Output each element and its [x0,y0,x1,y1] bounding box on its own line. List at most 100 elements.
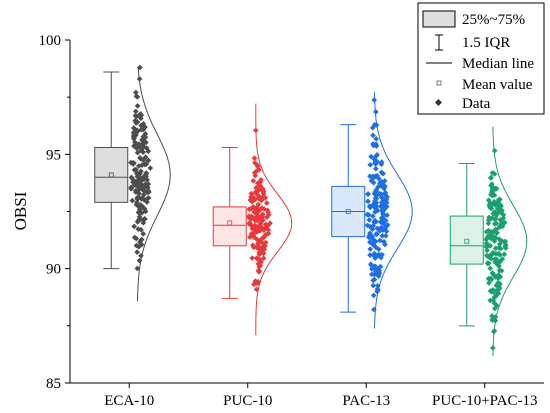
data-point [250,203,257,210]
data-point [259,213,265,219]
data-point [248,190,255,197]
data-point [251,169,258,176]
data-point [254,191,261,198]
data-point [370,213,376,220]
data-point [368,262,375,269]
data-point [140,126,147,133]
data-point [372,191,379,198]
data-point [502,238,509,245]
y-ticks: 85 90 95 100 [39,33,70,392]
data-point [494,200,501,207]
distribution-curve [255,103,293,336]
data-point [254,163,261,170]
data-point [379,207,386,213]
data-point [488,255,495,262]
data-point [372,160,378,166]
data-point [365,191,371,198]
y-tick-label: 90 [46,262,61,278]
box-group-pac-13 [331,92,413,329]
data-point [137,176,143,183]
x-tick-label: PUC-10+PAC-13 [432,393,537,409]
data-point [143,183,150,190]
data-point [368,153,374,160]
data-point [374,172,380,179]
legend: 25%~75% 1.5 IQR Median line Mean value D… [417,2,545,115]
data-point [141,176,147,183]
data-point [137,185,143,192]
data-point [377,237,383,244]
data-point [501,251,508,258]
data-point [495,290,502,297]
data-point [491,294,498,301]
data-point [371,97,378,103]
data-point [134,103,141,109]
data-point [142,161,148,168]
data-point [490,289,497,295]
legend-mean-symbol [436,80,442,86]
data-point [371,271,378,278]
data-point [249,255,256,261]
data-point [375,287,381,293]
legend-box-label: 25%~75% [462,12,525,28]
data-point [253,184,259,191]
data-point [367,246,374,252]
data-point [136,76,143,82]
y-tick-label: 100 [39,33,62,49]
mean-marker [227,220,233,226]
data-point [134,265,141,272]
data-point [253,286,260,293]
data-point [487,297,494,304]
data-point [489,345,496,351]
data-point [367,239,373,245]
data-point [370,179,377,186]
iqr-box [94,146,129,203]
data-point [379,195,386,202]
data-point [147,165,154,171]
data-point [255,268,262,275]
mean-marker [464,238,470,244]
data-point [131,135,137,142]
data-point [130,125,137,131]
data-point [371,306,377,313]
data-point [257,262,264,269]
data-point [145,148,152,155]
data-point [493,256,500,263]
data-point [252,127,259,134]
data-point [484,243,491,250]
data-point [265,209,271,216]
x-tick-label: PAC-13 [342,393,390,409]
data-point [135,217,142,224]
data-point [373,199,380,206]
data-point [250,233,257,239]
data-point [487,265,494,272]
data-point [370,292,377,299]
data-point [132,117,139,124]
data-point [131,223,138,230]
data-point [144,177,151,183]
data-point [137,155,143,161]
data-point [485,260,492,267]
data-point [132,108,139,115]
data-point [128,174,135,181]
legend-box-swatch [422,10,456,28]
data-point [142,138,148,145]
data-point [364,211,370,218]
data-point [382,189,389,196]
data-point [141,197,148,203]
data-point [493,282,500,289]
data-point [129,197,136,204]
data-point [143,170,149,176]
data-point [251,215,258,221]
data-point [381,216,388,223]
data-point [367,223,374,230]
data-point [377,263,384,270]
data-point [138,252,144,259]
data-point [375,273,382,279]
data-point [488,235,494,242]
data-point [136,111,143,118]
y-tick-label: 85 [46,376,61,392]
box-group-puc-10-pac-13 [449,126,528,357]
data-point [489,313,495,319]
data-point [492,221,498,227]
data-point [486,280,492,286]
